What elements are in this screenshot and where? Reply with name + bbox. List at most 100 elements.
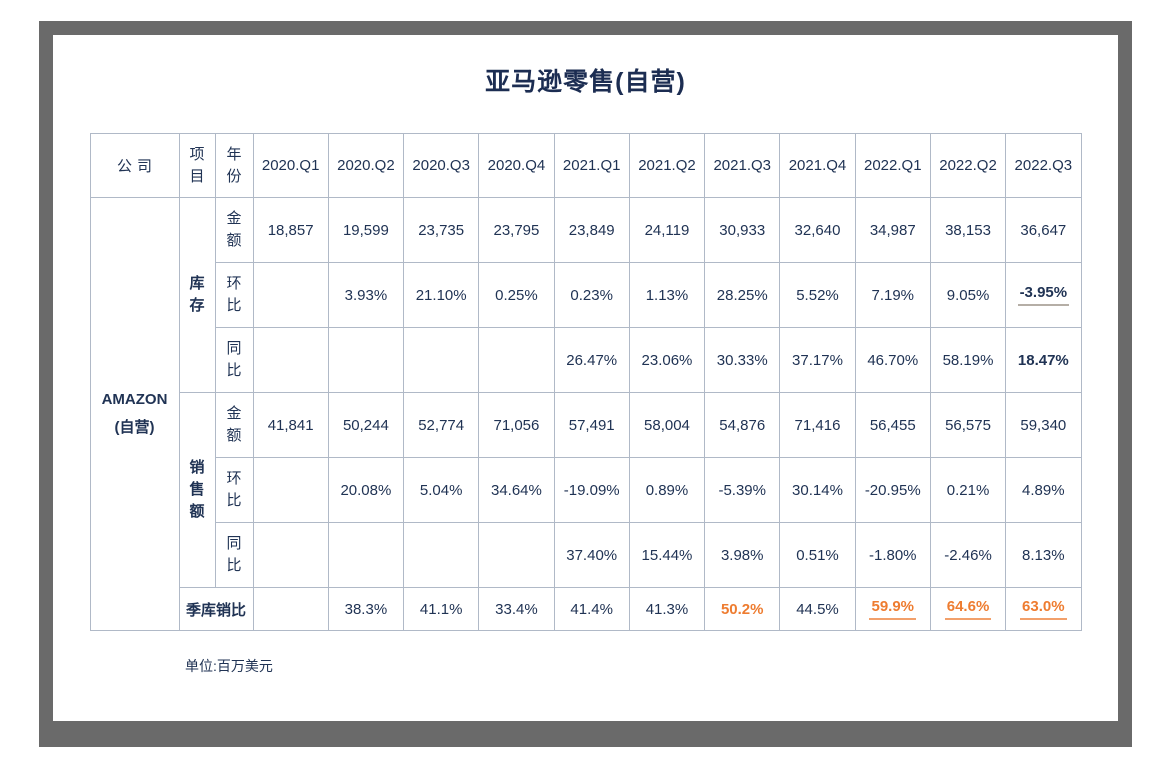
- cell-sales-yoy-2021.Q2: 15.44%: [628, 522, 706, 588]
- cell-value: 30.14%: [792, 481, 843, 499]
- header-quarter-2: 2020.Q3: [403, 133, 480, 198]
- cell-inventory-sales-ratio-2021.Q4: 44.5%: [779, 587, 856, 631]
- metric-cell-inventory-qoq: 环比: [214, 262, 254, 328]
- cell-sales-amount-2022.Q2: 56,575: [929, 392, 1007, 458]
- metric-label: 金额: [226, 405, 242, 444]
- cell-value: 58.19%: [942, 351, 994, 369]
- cell-value: 52,774: [418, 416, 465, 434]
- cell-value: 0.23%: [570, 286, 613, 304]
- company-cell: AMAZON (自营): [89, 197, 180, 631]
- cell-inventory-sales-ratio-2021.Q3: 50.2%: [704, 587, 781, 631]
- cell-inventory-yoy-2021.Q1: 26.47%: [553, 327, 630, 393]
- cell-inventory-amount-2021.Q3: 30,933: [704, 197, 781, 263]
- table-body: AMAZON (自营) 库存 金额 18,857 19,599 23,735 23,795 23…: [89, 197, 1082, 631]
- cell-sales-yoy-2022.Q1: -1.80%: [854, 522, 931, 588]
- cell-value: 8.13%: [1022, 546, 1065, 564]
- cell-sales-amount-2021.Q1: 57,491: [553, 392, 630, 458]
- cell-sales-amount-2020.Q2: 50,244: [327, 392, 405, 458]
- cell-value: 23.06%: [641, 351, 693, 369]
- cell-inventory-sales-ratio-2021.Q2: 41.3%: [628, 587, 706, 631]
- cell-value: 37.17%: [792, 351, 843, 369]
- cell-value: -3.95%: [1017, 284, 1070, 306]
- section-cell-sales: 销售额: [178, 392, 216, 588]
- cell-inventory-qoq-2020.Q3: 21.10%: [403, 262, 480, 328]
- cell-sales-amount-2022.Q3: 59,340: [1005, 392, 1082, 458]
- header-quarter-4: 2021.Q1: [553, 133, 630, 198]
- metric-label: 环比: [226, 275, 242, 314]
- header-item-label: 项目: [189, 145, 205, 185]
- header-quarter-7: 2021.Q4: [779, 133, 856, 198]
- unit-note: 单位:百万美元: [185, 658, 273, 674]
- cell-value: 23,849: [568, 221, 615, 239]
- cell-inventory-yoy-2022.Q3: 18.47%: [1005, 327, 1082, 393]
- cell-sales-qoq-2020.Q4: 34.64%: [478, 457, 555, 523]
- cell-value: 56,455: [869, 416, 916, 434]
- header-quarter-9: 2022.Q2: [929, 133, 1007, 198]
- cell-inventory-yoy-2021.Q3: 30.33%: [704, 327, 781, 393]
- table-row-sales-amount: 销售额 金额 41,841 50,244 52,774 71,056 57,491 58,00…: [90, 392, 1082, 588]
- section-label: 销售额: [189, 459, 205, 520]
- cell-sales-amount-2020.Q3: 52,774: [403, 392, 480, 458]
- cell-inventory-yoy-2020.Q2: [327, 327, 405, 393]
- cell-sales-yoy-2021.Q4: 0.51%: [779, 522, 856, 588]
- cell-inventory-qoq-2021.Q3: 28.25%: [704, 262, 781, 328]
- metric-cell-inventory-amount: 金额: [214, 197, 254, 263]
- cell-sales-qoq-2022.Q2: 0.21%: [929, 457, 1007, 523]
- metric-label: 同比: [226, 535, 242, 574]
- cell-sales-yoy-2021.Q3: 3.98%: [704, 522, 781, 588]
- cell-inventory-sales-ratio-2020.Q4: 33.4%: [478, 587, 555, 631]
- cell-inventory-amount-2022.Q2: 38,153: [929, 197, 1007, 263]
- cell-value: 41.4%: [570, 600, 613, 618]
- header-quarter-6: 2021.Q3: [704, 133, 781, 198]
- cell-inventory-amount-2021.Q2: 24,119: [628, 197, 706, 263]
- cell-value: 23,795: [493, 221, 540, 239]
- cell-value: 34,987: [869, 221, 916, 239]
- cell-inventory-sales-ratio-2020.Q1: [252, 587, 329, 631]
- cell-value: 41.3%: [645, 600, 689, 618]
- cell-inventory-yoy-2020.Q3: [403, 327, 480, 393]
- cell-sales-amount-2020.Q4: 71,056: [478, 392, 555, 458]
- ratio-label: 季库销比: [178, 587, 254, 631]
- cell-value: 3.98%: [720, 546, 764, 564]
- cell-inventory-sales-ratio-2021.Q1: 41.4%: [553, 587, 630, 631]
- cell-sales-qoq-2020.Q3: 5.04%: [403, 457, 480, 523]
- cell-value: 3.93%: [344, 286, 388, 304]
- cell-value: 0.21%: [946, 481, 990, 499]
- cell-sales-amount-2022.Q1: 56,455: [854, 392, 931, 458]
- cell-inventory-yoy-2021.Q2: 23.06%: [628, 327, 706, 393]
- cell-inventory-amount-2020.Q3: 23,735: [403, 197, 480, 263]
- cell-value: 32,640: [794, 221, 841, 239]
- cell-sales-amount-2020.Q1: 41,841: [252, 392, 329, 458]
- header-quarter-3: 2020.Q4: [478, 133, 555, 198]
- cell-value: 44.5%: [796, 600, 839, 618]
- cell-value: 23,735: [418, 221, 465, 239]
- cell-value: 20.08%: [340, 481, 392, 499]
- cell-value: 59,340: [1020, 416, 1067, 434]
- header-quarter-0: 2020.Q1: [252, 133, 329, 198]
- cell-inventory-sales-ratio-2020.Q3: 41.1%: [403, 587, 480, 631]
- cell-value: 38,153: [945, 221, 991, 239]
- cell-value: 38.3%: [344, 600, 388, 618]
- table-row-sales-yoy: 同比 37.40% 15.44% 3.98% 0.51% -1.80% -2.46% 8.13…: [90, 522, 1082, 588]
- cell-value: 1.13%: [645, 286, 689, 304]
- cell-inventory-qoq-2021.Q1: 0.23%: [553, 262, 630, 328]
- cell-value: 0.89%: [645, 481, 689, 499]
- report-card: 亚马逊零售(自营) 公司 项目 年份 2020.Q1 2020.Q2 2020.Q3…: [39, 21, 1132, 747]
- section-label: 库存: [189, 275, 205, 314]
- header-quarter-5: 2021.Q2: [628, 133, 706, 198]
- cell-inventory-yoy-2020.Q4: [478, 327, 555, 393]
- cell-value: -1.80%: [868, 546, 917, 564]
- cell-inventory-amount-2021.Q1: 23,849: [553, 197, 630, 263]
- cell-value: 50.2%: [720, 600, 764, 618]
- section-cell-inventory: 库存: [178, 197, 216, 393]
- cell-sales-qoq-2020.Q2: 20.08%: [327, 457, 405, 523]
- cell-sales-amount-2021.Q2: 58,004: [628, 392, 706, 458]
- cell-sales-yoy-2022.Q3: 8.13%: [1005, 522, 1082, 588]
- cell-value: 46.70%: [867, 351, 919, 369]
- cell-value: 58,004: [644, 416, 690, 434]
- cell-value: -20.95%: [864, 481, 921, 499]
- cell-value: 37.40%: [566, 546, 618, 564]
- cell-sales-qoq-2022.Q3: 4.89%: [1005, 457, 1082, 523]
- company-subtitle: (自营): [114, 419, 155, 436]
- cell-inventory-sales-ratio-2022.Q2: 64.6%: [929, 587, 1007, 631]
